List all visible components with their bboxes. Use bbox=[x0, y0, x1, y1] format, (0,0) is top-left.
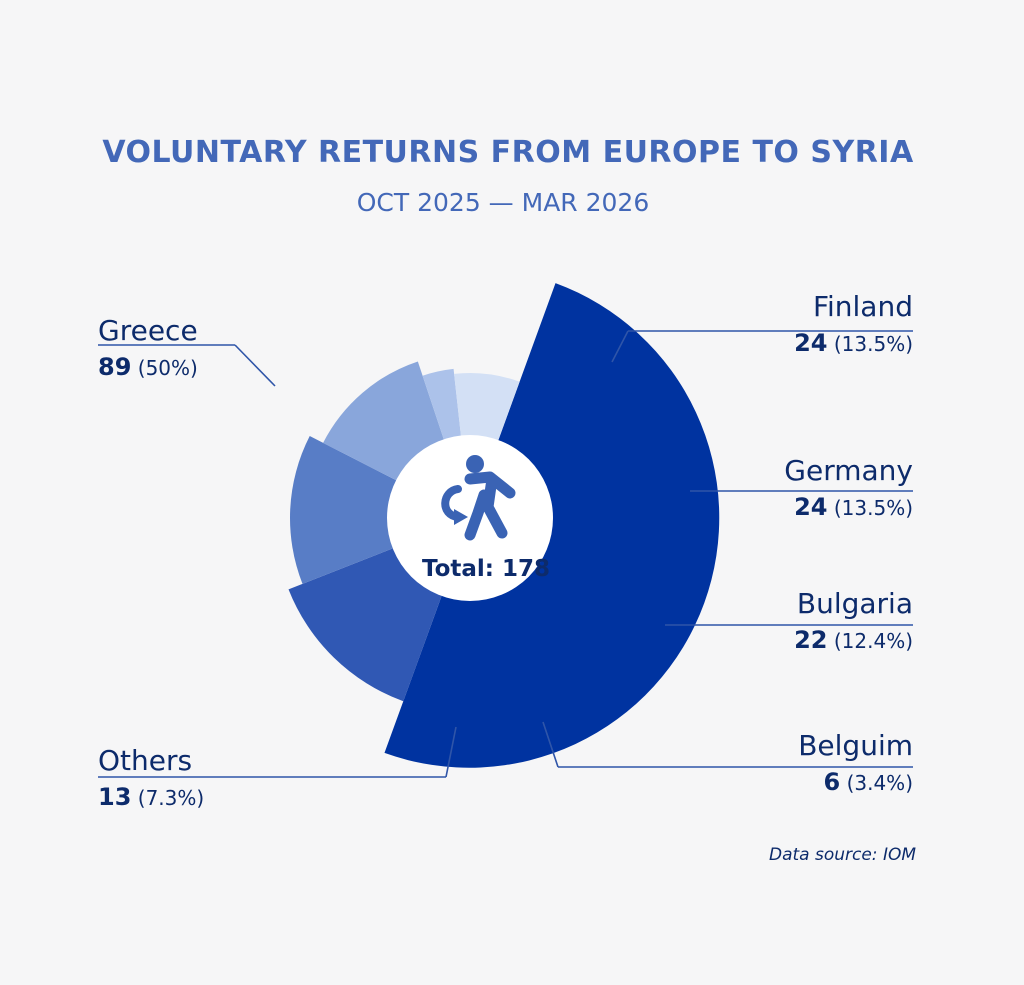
leader-lines bbox=[98, 330, 913, 778]
label-name-belguim: Belguim bbox=[798, 729, 913, 762]
label-name-germany: Germany bbox=[784, 454, 913, 487]
icon-head bbox=[466, 455, 484, 473]
label-value-finland: 24 (13.5%) bbox=[794, 329, 913, 357]
leader-others-elbow bbox=[445, 726, 457, 778]
center-circle bbox=[387, 435, 553, 601]
center-total: Total: 178 bbox=[422, 556, 550, 582]
leader-belguim-elbow bbox=[542, 721, 559, 768]
slice-labels: Greece 89 (50%) Finland 24 (13.5%) Germany 24… bbox=[98, 290, 913, 811]
slice-germany bbox=[289, 436, 470, 584]
data-source: Data source: IOM bbox=[769, 845, 916, 865]
label-value-bulgaria: 22 (12.4%) bbox=[794, 626, 913, 654]
label-name-bulgaria: Bulgaria bbox=[797, 587, 913, 620]
label-value-belguim: 6 (3.4%) bbox=[824, 768, 913, 796]
label-name-finland: Finland bbox=[813, 290, 913, 323]
chart-subtitle: OCT 2025 — MAR 2026 bbox=[357, 188, 649, 217]
icon-arrowhead bbox=[454, 509, 468, 525]
label-value-greece: 89 (50%) bbox=[98, 353, 198, 381]
label-value-germany: 24 (13.5%) bbox=[794, 493, 913, 521]
leader-greece-elbow bbox=[234, 344, 276, 387]
chart-title: VOLUNTARY RETURNS FROM EUROPE TO SYRIA bbox=[102, 135, 914, 170]
label-name-others: Others bbox=[98, 744, 192, 777]
leader-finland-elbow bbox=[611, 330, 629, 363]
person-returning-icon bbox=[441, 455, 516, 541]
label-name-greece: Greece bbox=[98, 314, 198, 347]
label-value-others: 13 (7.3%) bbox=[98, 783, 204, 811]
icon-body bbox=[464, 471, 516, 541]
